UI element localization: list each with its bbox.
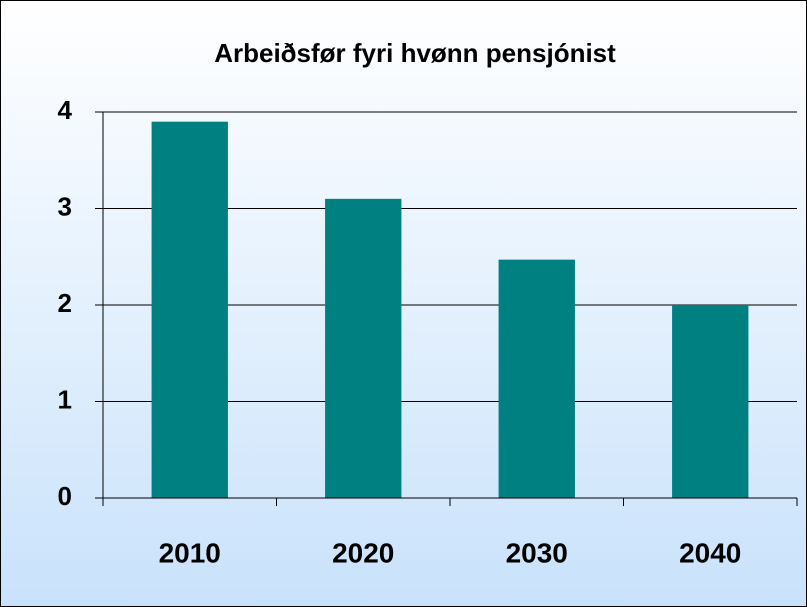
bar [151,121,228,499]
y-tick-label: 4 [58,95,73,125]
y-tick-label: 2 [58,288,72,318]
y-tick-label: 1 [58,384,72,414]
bar [325,198,402,498]
x-tick-label: 2040 [679,537,741,568]
x-tick-label: 2010 [159,537,221,568]
bar [498,259,575,498]
bar [672,305,749,498]
x-tick-label: 2020 [332,537,394,568]
x-tick-label: 2030 [506,537,568,568]
y-tick-label: 3 [58,191,72,221]
y-tick-label: 0 [58,481,72,511]
chart-title: Arbeiðsfør fyri hvønn pensjónist [214,38,616,68]
